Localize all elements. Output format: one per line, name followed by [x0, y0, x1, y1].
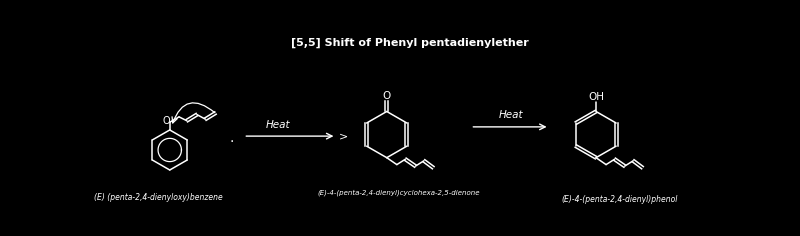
Text: O: O	[382, 91, 391, 101]
Text: (E)-4-(penta-2,4-dienyl)cyclohexa-2,5-dienone: (E)-4-(penta-2,4-dienyl)cyclohexa-2,5-di…	[317, 189, 480, 196]
Text: OH: OH	[588, 92, 604, 102]
Text: >: >	[338, 132, 348, 142]
Text: ·: ·	[230, 135, 234, 149]
Text: Heat: Heat	[266, 120, 290, 130]
Text: (E) (penta-2,4-dienyloxy)benzene: (E) (penta-2,4-dienyloxy)benzene	[94, 193, 222, 202]
Text: O: O	[162, 117, 170, 126]
Text: [5,5] Shift of Phenyl pentadienylether: [5,5] Shift of Phenyl pentadienylether	[291, 38, 529, 48]
Text: (E)-4-(penta-2,4-dienyl)phenol: (E)-4-(penta-2,4-dienyl)phenol	[561, 195, 678, 204]
Text: Heat: Heat	[498, 110, 523, 120]
